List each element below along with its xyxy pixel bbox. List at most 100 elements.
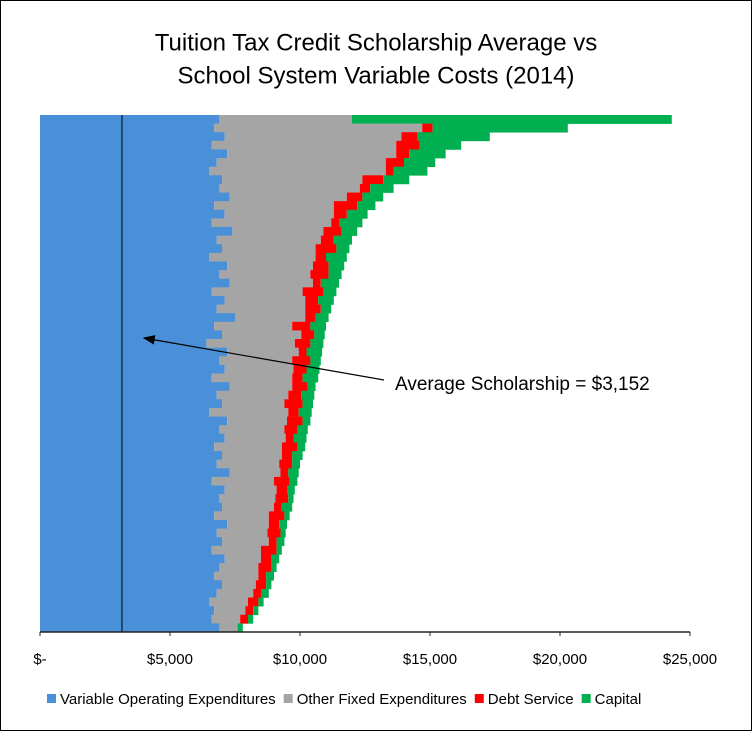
bar-segment <box>224 132 402 142</box>
bar-segment <box>357 201 376 211</box>
bar-segment <box>284 425 298 435</box>
bar-segment <box>40 545 212 555</box>
bar-segment <box>310 270 329 280</box>
x-tick-label: $10,000 <box>273 651 327 668</box>
bar-segment <box>310 321 326 331</box>
bar-segment <box>261 554 272 564</box>
bar-segment <box>292 451 303 460</box>
bar-segment <box>224 295 306 305</box>
bar-segment <box>40 347 228 357</box>
bar-segment <box>362 192 384 202</box>
bar-segment <box>310 356 321 366</box>
bar-segment <box>289 476 298 486</box>
bar-segment <box>315 313 329 323</box>
bar-segment <box>214 571 259 581</box>
bar-segment <box>40 623 220 633</box>
bar-segment <box>305 295 319 305</box>
bar-segment <box>240 614 248 624</box>
bar-segment <box>40 373 212 383</box>
bar-segment <box>40 364 225 374</box>
bar-segment <box>307 382 316 392</box>
bar-segment <box>266 571 274 581</box>
bar-segment <box>370 183 394 193</box>
bar-segment <box>219 623 238 633</box>
bar-segment <box>40 511 215 521</box>
bar-segment <box>275 494 289 504</box>
x-tick-label: $5,000 <box>147 651 193 668</box>
bar-segment <box>268 511 285 521</box>
bar-segment <box>40 132 225 142</box>
bar-segment <box>40 140 212 150</box>
bar-segment <box>224 209 334 219</box>
x-tick-label: $20,000 <box>533 651 587 668</box>
bar-segment <box>422 123 433 133</box>
bar-segment <box>336 244 350 254</box>
bar-segment <box>320 235 334 245</box>
x-tick-label: $- <box>33 651 46 668</box>
bar-segment <box>293 364 307 374</box>
bar-segment <box>293 433 307 443</box>
bar-segment <box>211 373 293 383</box>
bar-segment <box>284 511 290 521</box>
bar-segment <box>40 295 225 305</box>
bar-segment <box>229 468 281 478</box>
bar-segment <box>328 261 345 271</box>
bar-segment <box>261 545 277 555</box>
bar-segment <box>40 123 215 133</box>
bar-segment <box>40 339 207 348</box>
legend-swatch <box>581 694 591 703</box>
bar-segment <box>40 175 222 185</box>
bar-segment <box>302 416 311 426</box>
bar-segment <box>245 606 254 616</box>
bar-segment <box>320 278 339 288</box>
bar-segment <box>288 407 299 417</box>
bar-segment <box>219 563 259 572</box>
bar-segment <box>333 235 352 245</box>
bar-segment <box>209 166 386 176</box>
bar-segment <box>341 227 358 236</box>
bar-segment <box>276 545 282 555</box>
bar-segment <box>302 399 313 409</box>
bar-segment <box>271 563 277 572</box>
bar-segment <box>385 166 394 176</box>
bar-segment <box>219 356 293 366</box>
bar-segment <box>313 261 329 271</box>
bar-segment <box>40 390 217 400</box>
bar-segment <box>222 580 256 590</box>
bar-segment <box>235 313 306 323</box>
bar-segment <box>224 433 286 443</box>
bar-segment <box>333 209 347 219</box>
bar-segment <box>40 485 225 495</box>
bar-segment <box>211 218 332 228</box>
bar-segment <box>404 158 436 167</box>
bar-segment <box>385 158 404 167</box>
bar-segment <box>258 597 264 607</box>
bar-segment <box>310 339 324 348</box>
bar-segment <box>268 519 280 529</box>
bar-segment <box>40 201 215 211</box>
bar-segment <box>216 459 280 469</box>
bar-segment <box>292 356 311 366</box>
bar-segment <box>40 321 215 331</box>
bar-segment <box>396 140 420 150</box>
bar-segment <box>40 227 233 236</box>
bar-segment <box>298 347 307 357</box>
legend-label: Other Fixed Expenditures <box>297 691 467 708</box>
bar-segment <box>248 614 254 624</box>
bar-segment <box>206 339 295 348</box>
bar-segment <box>40 451 222 460</box>
bar-segment <box>40 597 209 607</box>
bar-segment <box>40 563 220 572</box>
bar-segment <box>248 597 259 607</box>
bar-segment <box>222 330 302 340</box>
bar-segment <box>229 278 313 288</box>
bar-segment <box>281 451 293 460</box>
bar-segment <box>276 485 287 495</box>
bar-segment <box>40 218 212 228</box>
bar-segment <box>40 476 212 486</box>
bar-segment <box>331 218 339 228</box>
bar-segment <box>306 347 323 357</box>
bar-segment <box>292 459 300 469</box>
bar-segment <box>219 183 360 193</box>
bar-segment <box>214 511 269 521</box>
